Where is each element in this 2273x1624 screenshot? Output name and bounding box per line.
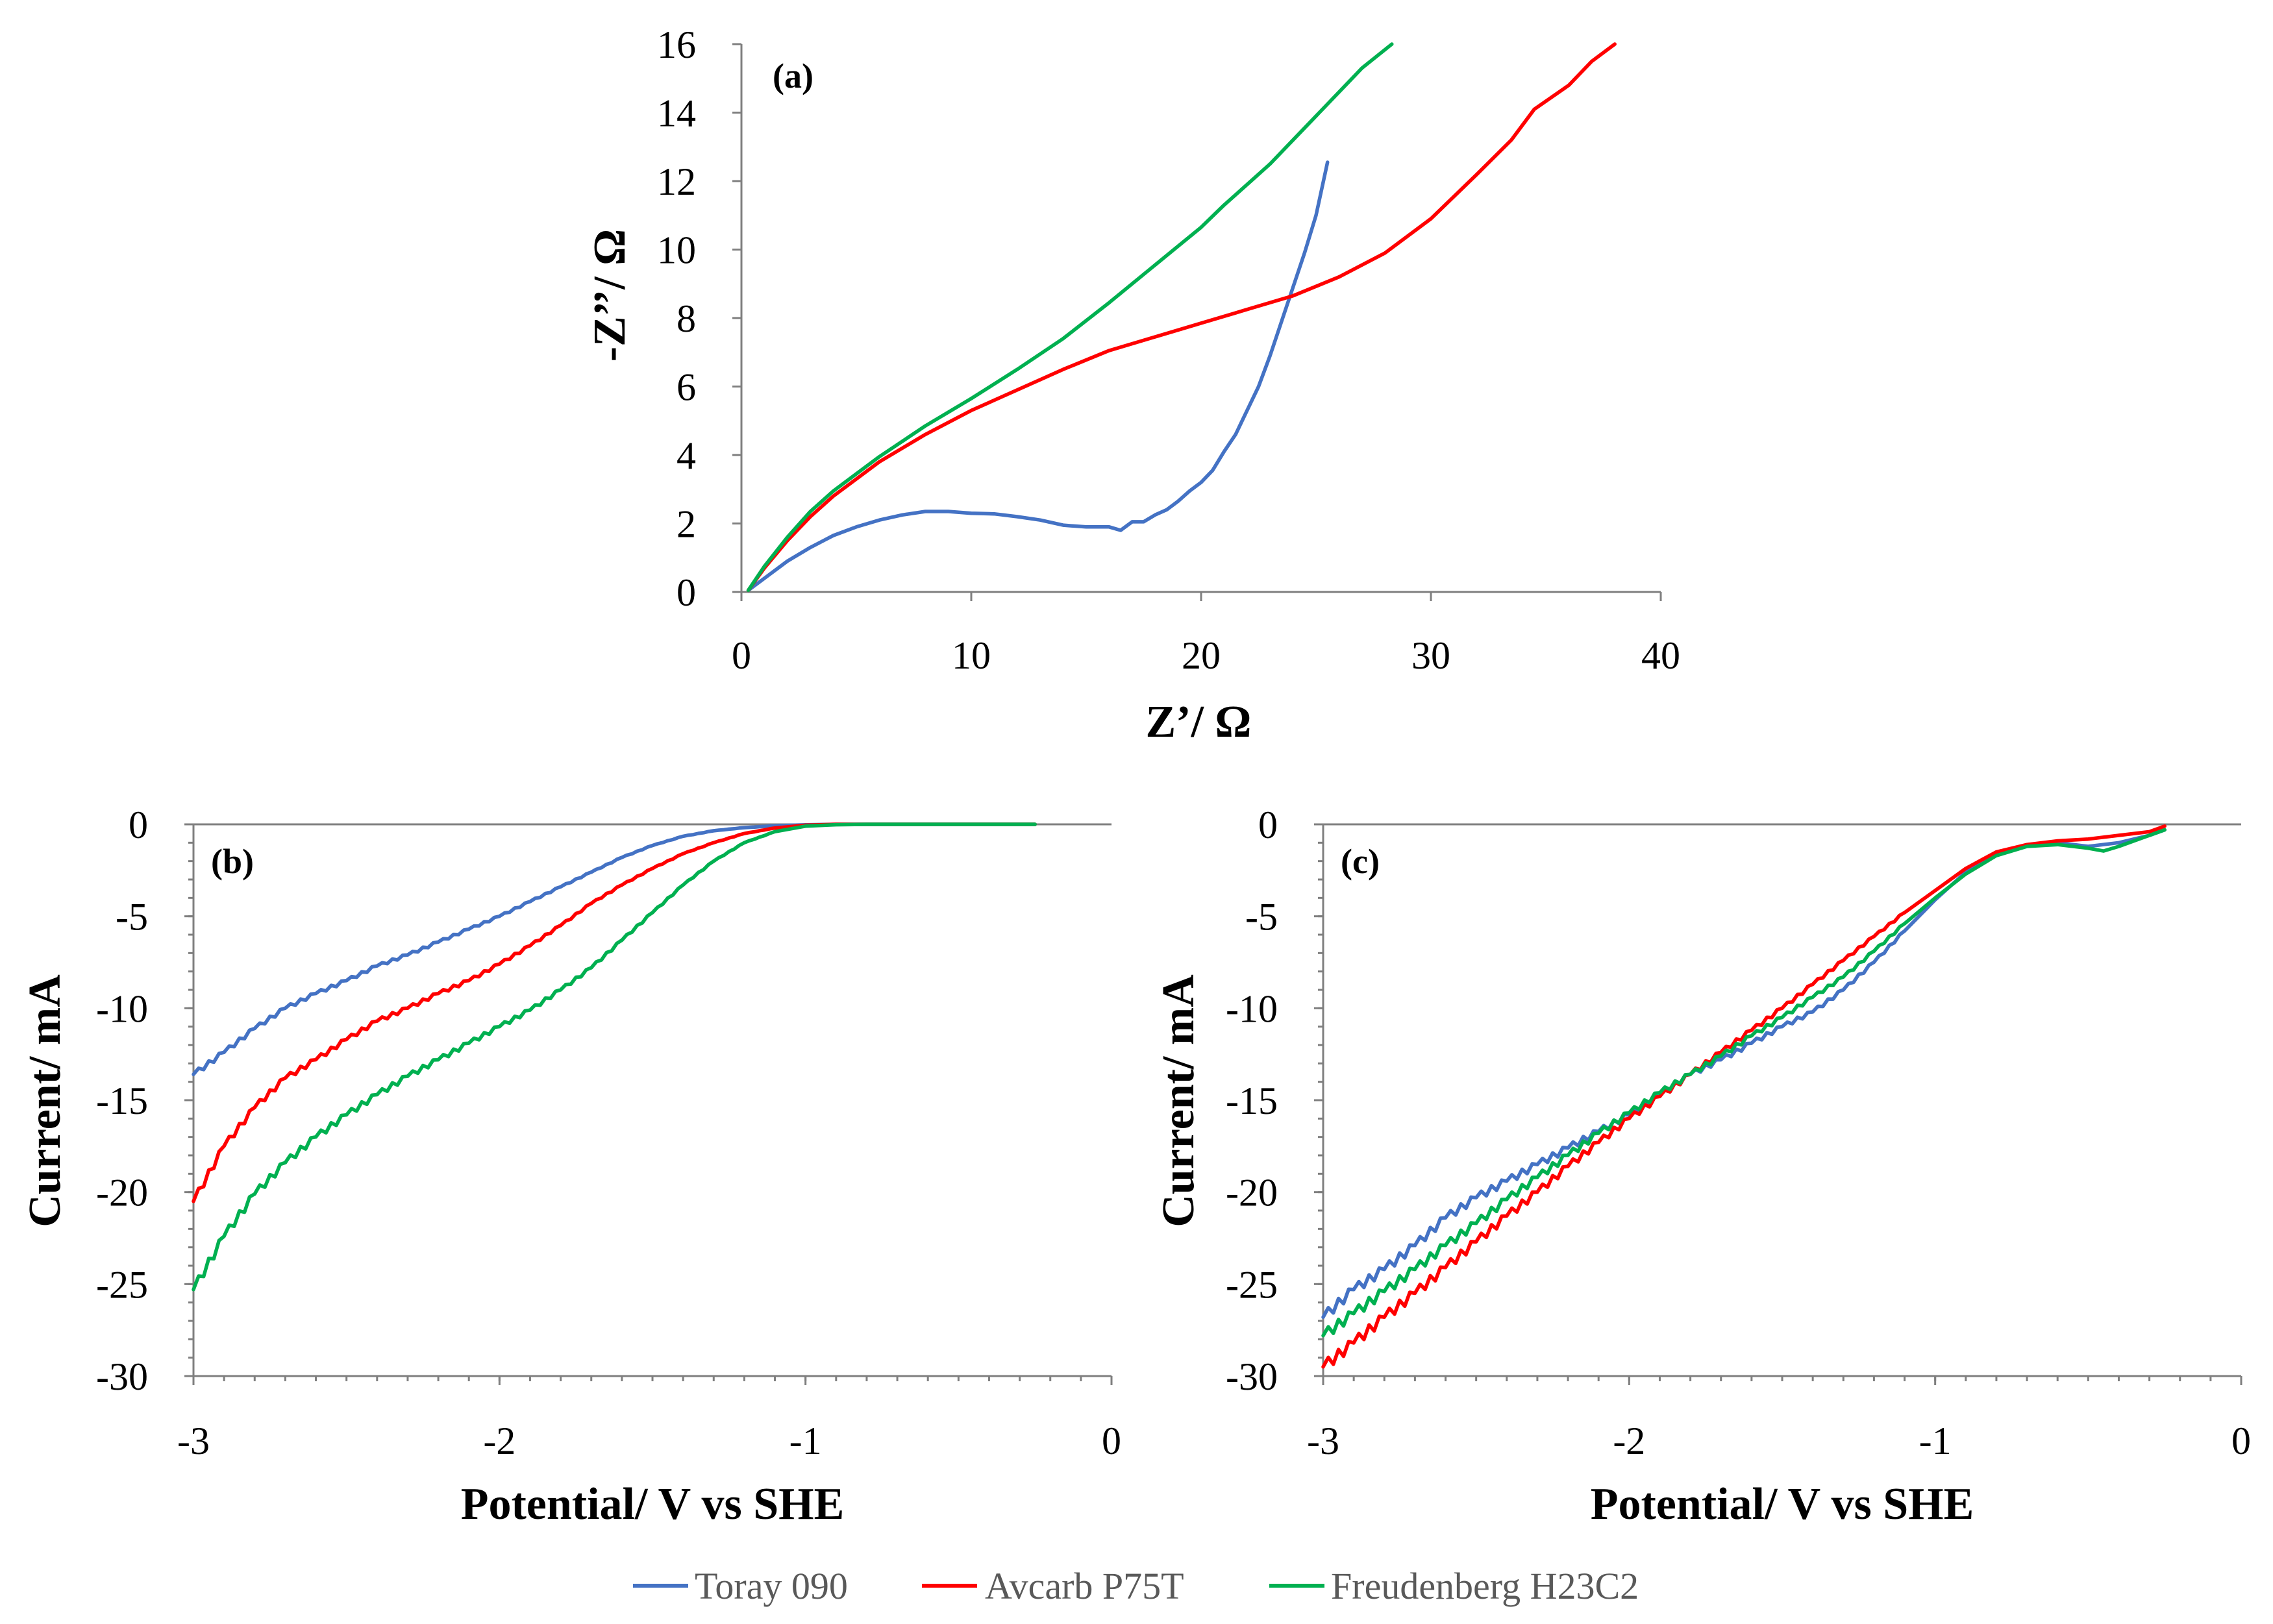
x-tick-label: 40 [1641,634,1680,677]
panel-b-axes [184,823,1113,1385]
y-tick-label: -15 [1226,1079,1278,1122]
panel-b-label: (b) [211,842,254,881]
series-line-toray [746,160,1330,593]
y-tick-label: 14 [657,92,696,135]
x-tick-label: -1 [789,1420,822,1462]
series-line-freudenberg [1321,828,2167,1338]
panel-a-series [746,42,1617,593]
series-line-toray [1321,828,2167,1320]
panel-a-x-axis-label: Z’/ Ω [1145,697,1251,747]
panel-b-lsv-plot: -3 -2 -1 0-30-25-20-15-10-50 (b) Potential/… [20,804,1121,1529]
y-tick-label: -5 [116,896,148,939]
panel-c-y-axis-label: Current/ mA [1154,974,1204,1227]
x-tick-label: -2 [483,1420,515,1462]
y-tick-label: -20 [1226,1172,1278,1214]
x-tick-label: -1 [1919,1420,1952,1462]
panel-b-tick-labels: -3 -2 -1 0-30-25-20-15-10-50 [96,804,1121,1462]
x-tick-label: 0 [1102,1420,1121,1462]
panel-a-label: (a) [773,56,814,95]
y-tick-label: 8 [677,297,696,340]
panel-a-tick-labels: 0 10 20 30 40 0 2 4 6 8 10 12 14 16 [657,23,1680,677]
legend-label-freudenberg: Freudenberg H23C2 [1331,1565,1639,1607]
x-tick-label: 0 [732,634,751,677]
panel-c-lsv-plot: -3 -2 -1 0-30-25-20-15-10-50 (c) Potential/… [1154,804,2251,1529]
y-tick-label: -5 [1245,896,1278,939]
y-tick-label: -10 [1226,987,1278,1030]
legend-label-toray: Toray 090 [695,1565,848,1607]
y-tick-label: -30 [96,1355,148,1398]
panel-c-tick-labels: -3 -2 -1 0-30-25-20-15-10-50 [1226,804,2251,1462]
panel-a-y-axis-label: -Z’’/ Ω [585,229,635,362]
panel-c-x-axis-label: Potential/ V vs SHE [1591,1479,1974,1529]
y-tick-label: 4 [677,434,696,477]
y-tick-label: 0 [129,804,148,846]
series-line-avcarb [746,42,1617,593]
y-tick-label: -25 [1226,1263,1278,1306]
legend: Toray 090 Avcarb P75T Freudenberg H23C2 [633,1565,1639,1607]
series-line-avcarb [1321,824,2167,1369]
x-tick-label: -3 [1307,1420,1339,1462]
series-line-toray [192,822,1037,1077]
y-tick-label: 16 [657,23,696,66]
panel-c-axes [1314,823,2242,1385]
series-line-freudenberg [192,822,1037,1292]
y-tick-label: -30 [1226,1355,1278,1398]
panel-a-nyquist-plot: 0 10 20 30 40 0 2 4 6 8 10 12 14 16 (a) Z’/ Ω -Z’’/ Ω [585,23,1680,747]
y-tick-label: -15 [96,1079,148,1122]
y-tick-label: -20 [96,1172,148,1214]
y-tick-label: 10 [657,229,696,272]
x-tick-label: -2 [1613,1420,1645,1462]
y-tick-label: 2 [677,503,696,546]
panel-a-axes [732,43,1662,601]
y-tick-label: 0 [677,571,696,614]
x-tick-label: 20 [1182,634,1221,677]
panel-c-series [1321,824,2167,1369]
legend-label-avcarb: Avcarb P75T [985,1565,1184,1607]
y-tick-label: 6 [677,366,696,409]
series-line-avcarb [192,822,1037,1203]
y-tick-label: 0 [1258,804,1278,846]
x-tick-label: -3 [177,1420,210,1462]
series-line-freudenberg [746,42,1394,593]
y-tick-label: 12 [657,160,696,203]
panel-b-series [192,822,1037,1292]
x-tick-label: 30 [1411,634,1450,677]
panel-b-x-axis-label: Potential/ V vs SHE [461,1479,845,1529]
x-tick-label: 10 [952,634,991,677]
y-tick-label: -25 [96,1263,148,1306]
panel-b-y-axis-label: Current/ mA [20,974,70,1227]
x-tick-label: 0 [2231,1420,2251,1462]
y-tick-label: -10 [96,987,148,1030]
panel-c-label: (c) [1341,842,1380,881]
